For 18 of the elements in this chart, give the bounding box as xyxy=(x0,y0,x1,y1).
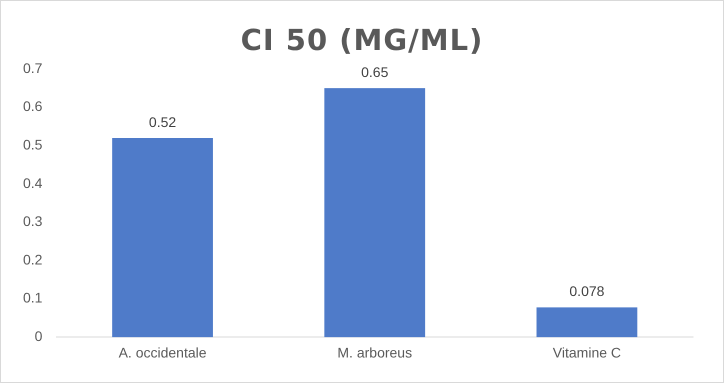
data-label: 0.078 xyxy=(569,283,605,300)
x-tick-label: A. occidentale xyxy=(118,344,207,360)
x-tick-label: M. arboreus xyxy=(337,344,412,360)
bar xyxy=(536,307,638,338)
data-label: 0.52 xyxy=(148,114,176,130)
y-tick-label: 0.4 xyxy=(22,174,43,191)
y-tick-label: 0.6 xyxy=(22,98,43,114)
y-tick-label: 0.1 xyxy=(22,290,43,306)
bar xyxy=(112,138,213,338)
y-tick-label: 0 xyxy=(34,328,43,344)
y-tick-label: 0.2 xyxy=(22,251,43,268)
y-tick-label: 0.7 xyxy=(22,60,43,76)
y-tick-label: 0.5 xyxy=(22,136,43,152)
chart-title: CI 50 (MG/ML) xyxy=(240,23,484,57)
bar xyxy=(324,88,426,338)
data-label: 0.65 xyxy=(361,64,389,80)
y-tick-label: 0.3 xyxy=(22,213,43,230)
x-tick-label: Vitamine C xyxy=(552,344,622,360)
